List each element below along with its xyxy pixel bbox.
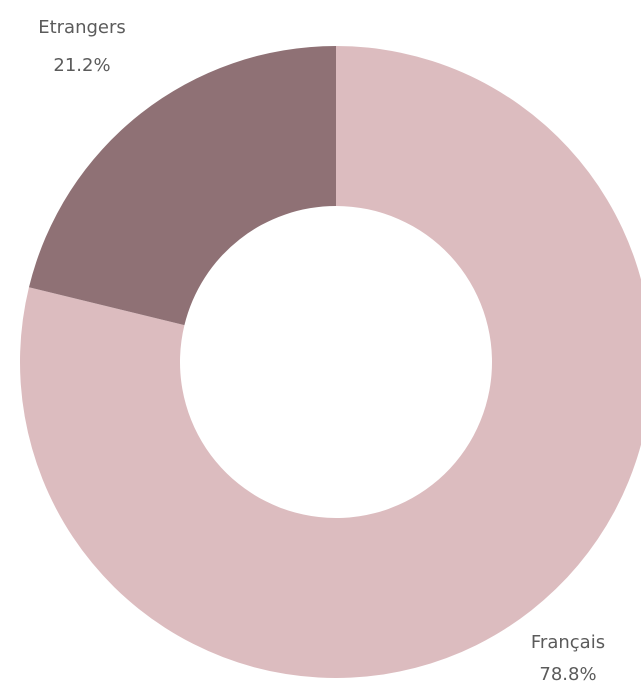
donut-slices bbox=[20, 45, 641, 678]
slice-value-francais: 78.8% bbox=[539, 664, 596, 685]
donut-slice-francais bbox=[20, 46, 641, 678]
donut-slice-etrangers bbox=[28, 45, 336, 326]
slice-label-etrangers: Etrangers bbox=[38, 17, 126, 38]
slice-label-francais: Français bbox=[531, 632, 605, 653]
slice-value-etrangers: 21.2% bbox=[53, 55, 110, 76]
